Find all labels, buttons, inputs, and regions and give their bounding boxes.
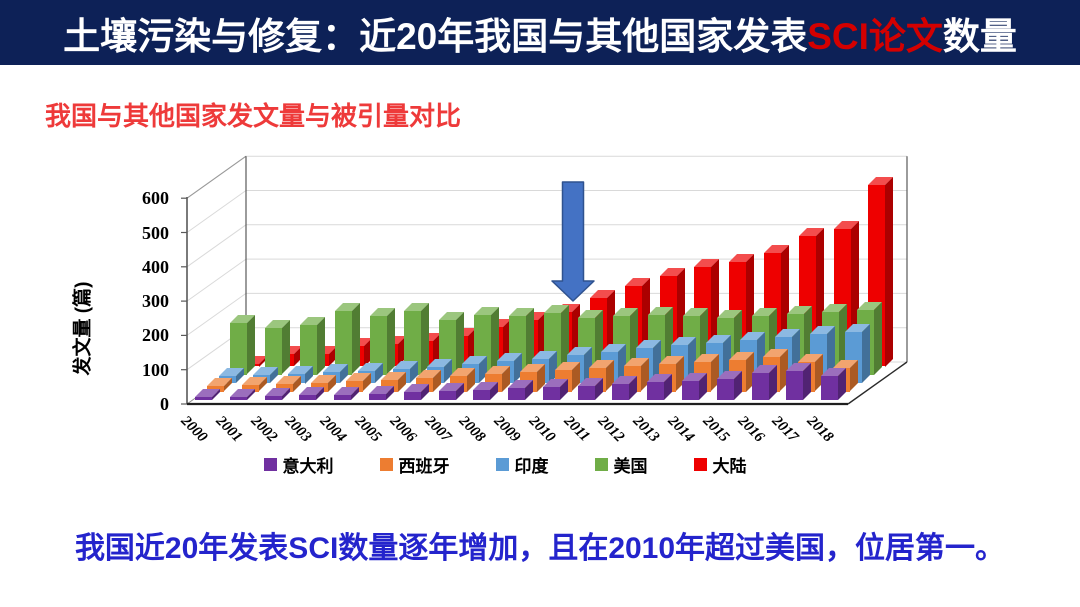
bar-意大利-2016 (751, 373, 769, 400)
bars-container (55, 145, 955, 495)
chart-subtitle: 我国与其他国家发文量与被引量对比 (45, 101, 462, 131)
bar-意大利-2001 (229, 396, 247, 400)
down-arrow-icon (551, 181, 595, 302)
y-tick-300: 300 (142, 291, 169, 312)
title-bar: 土壤污染与修复：近20年我国与其他国家发表SCI论文数量 (0, 0, 1080, 65)
bar-意大利-2013 (647, 382, 665, 400)
y-tick-400: 400 (142, 256, 169, 277)
bar-意大利-2015 (716, 378, 734, 400)
legend-swatch (379, 458, 393, 471)
bar-意大利-2000 (195, 397, 212, 400)
legend-swatch (495, 458, 509, 471)
legend-item-印度: 印度 (495, 452, 549, 477)
bar-美国-2000 (230, 323, 248, 375)
legend-item-美国: 美国 (594, 452, 648, 477)
bar-意大利-2006 (403, 392, 421, 400)
bar-意大利-2011 (577, 385, 595, 400)
bar-美国-2005 (404, 311, 422, 375)
legend-item-西班牙: 西班牙 (379, 452, 450, 477)
chart-legend: 意大利 西班牙 印度 美国 大陆 (55, 452, 955, 477)
legend-label: 印度 (514, 457, 549, 476)
bar-意大利-2012 (612, 383, 630, 400)
legend-swatch (263, 458, 277, 471)
bar-意大利-2008 (473, 389, 491, 400)
bar-美国-2002 (299, 325, 317, 375)
sci-papers-3d-bar-chart: 发文量 (篇) 0 100 200 300 400 500 600 2000 2001 2002… (55, 145, 955, 495)
legend-swatch (693, 458, 707, 471)
legend-label: 意大利 (282, 457, 334, 476)
legend-label: 大陆 (712, 457, 747, 476)
legend-item-意大利: 意大利 (263, 452, 334, 477)
bar-意大利-2004 (334, 394, 352, 400)
bar-意大利-2009 (508, 388, 526, 400)
bar-意大利-2018 (821, 375, 839, 400)
bar-意大利-2017 (786, 370, 804, 400)
slide-title-highlight: SCI论文 (807, 15, 943, 57)
bar-意大利-2014 (682, 380, 700, 400)
slide-title: 土壤污染与修复：近20年我国与其他国家发表SCI论文数量 (63, 15, 1017, 57)
bar-美国-2001 (265, 328, 283, 375)
y-tick-100: 100 (142, 359, 169, 380)
bar-意大利-2010 (542, 386, 560, 400)
legend-swatch (594, 458, 608, 471)
conclusion-caption: 我国近20年发表SCI数量逐年增加，且在2010年超过美国，位居第一。 (74, 532, 1006, 565)
bar-意大利-2007 (438, 391, 456, 400)
bar-意大利-2002 (264, 395, 282, 400)
bar-意大利-2003 (299, 395, 317, 400)
y-tick-0: 0 (160, 394, 169, 414)
legend-label: 西班牙 (398, 457, 450, 476)
legend-label: 美国 (613, 457, 648, 476)
y-tick-200: 200 (142, 325, 169, 346)
y-tick-500: 500 (142, 222, 169, 243)
bar-意大利-2005 (368, 393, 386, 400)
bar-美国-2003 (334, 311, 352, 375)
bar-美国-2004 (369, 316, 387, 375)
legend-item-大陆: 大陆 (693, 452, 747, 477)
y-tick-600: 600 (142, 188, 169, 209)
